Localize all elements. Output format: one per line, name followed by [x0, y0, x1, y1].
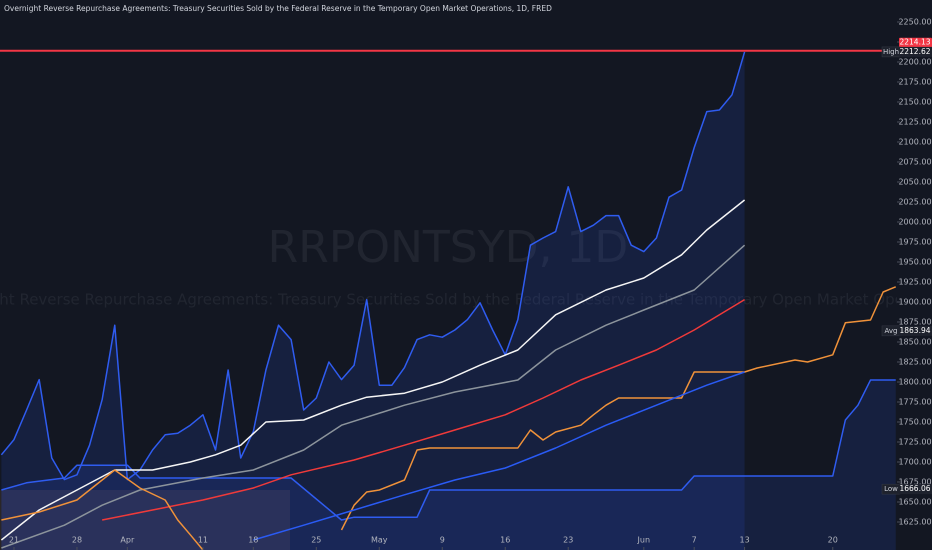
watermark: RRPONTSYD, 1D	[268, 222, 629, 273]
x-tick-label: 25	[311, 536, 321, 545]
marker-value: 2212.62	[899, 47, 930, 56]
y-tick-label: 2025.00	[898, 198, 931, 207]
price-badge	[899, 37, 932, 48]
x-tick-label: 18	[248, 536, 258, 545]
marker-value: 1666.06	[899, 484, 930, 493]
line	[1, 244, 746, 549]
area	[1, 51, 745, 550]
band-fill	[0, 490, 290, 550]
y-tick-label: 1950.00	[898, 258, 931, 267]
y-tick-label: 1625.00	[898, 518, 931, 527]
y-tick-label: 2200.00	[898, 58, 931, 67]
marker-badge	[899, 325, 932, 336]
y-tick-label: 2250.00	[898, 18, 931, 27]
x-tick-label: 21	[9, 536, 19, 545]
plot	[0, 49, 897, 550]
price-badge-label: 2214.13	[899, 38, 930, 47]
x-tick-label: 28	[72, 536, 82, 545]
y-tick-label: 2000.00	[898, 218, 931, 227]
x-tick-label: 16	[500, 536, 510, 545]
y-tick-label: 2175.00	[898, 78, 931, 87]
marker-value: 1863.94	[899, 326, 930, 335]
y-tick-label: 1850.00	[898, 338, 931, 347]
marker-badge	[899, 46, 932, 57]
marker-badge	[899, 484, 932, 495]
y-tick-label: 1675.00	[898, 478, 931, 487]
x-tick-label: 7	[692, 536, 697, 545]
line	[1, 379, 896, 521]
y-tick-label: 1925.00	[898, 278, 931, 287]
area	[1, 380, 896, 550]
line	[1, 286, 897, 550]
y-tick-label: 2100.00	[898, 138, 931, 147]
line	[253, 371, 745, 541]
y-tick-label: 1725.00	[898, 438, 931, 447]
line	[102, 298, 745, 521]
x-tick-label: May	[371, 536, 388, 545]
y-tick-label: 1825.00	[898, 358, 931, 367]
axis: 1625.00 1650.00 1675.00 1700.00 1725.00 1750.…	[9, 0, 932, 550]
y-tick-label: 2075.00	[898, 158, 931, 167]
x-tick-label: Jun	[637, 536, 651, 545]
x-tick-label: 9	[440, 536, 445, 545]
line	[0, 199, 746, 541]
y-tick-label: 2050.00	[898, 178, 931, 187]
chart-title: Overnight Reverse Repurchase Agreements:…	[4, 4, 552, 13]
x-tick-label: 23	[563, 536, 573, 545]
y-tick-label: 2125.00	[898, 118, 931, 127]
x-tick-label: 11	[198, 536, 208, 545]
y-tick-label: 1650.00	[898, 498, 931, 507]
y-tick-label: 1750.00	[898, 418, 931, 427]
marker-name: High	[883, 48, 899, 56]
line	[0, 51, 746, 481]
y-tick-label: 1700.00	[898, 458, 931, 467]
y-tick-label: 1900.00	[898, 298, 931, 307]
y-tick-label: 1775.00	[898, 398, 931, 407]
y-tick-label: 1800.00	[898, 378, 931, 387]
y-tick-label: 1875.00	[898, 318, 931, 327]
x-tick-label: Apr	[120, 536, 135, 545]
y-tick-label: 2150.00	[898, 98, 931, 107]
marker-name: Low	[884, 485, 898, 493]
marker-name: Avg	[885, 327, 898, 335]
axis-panel	[897, 0, 932, 550]
x-tick-label: 13	[739, 536, 749, 545]
y-tick-label: 1975.00	[898, 238, 931, 247]
watermark-sub: Overnight Reverse Repurchase Agreements:…	[0, 291, 932, 309]
x-tick-label: 20	[828, 536, 838, 545]
